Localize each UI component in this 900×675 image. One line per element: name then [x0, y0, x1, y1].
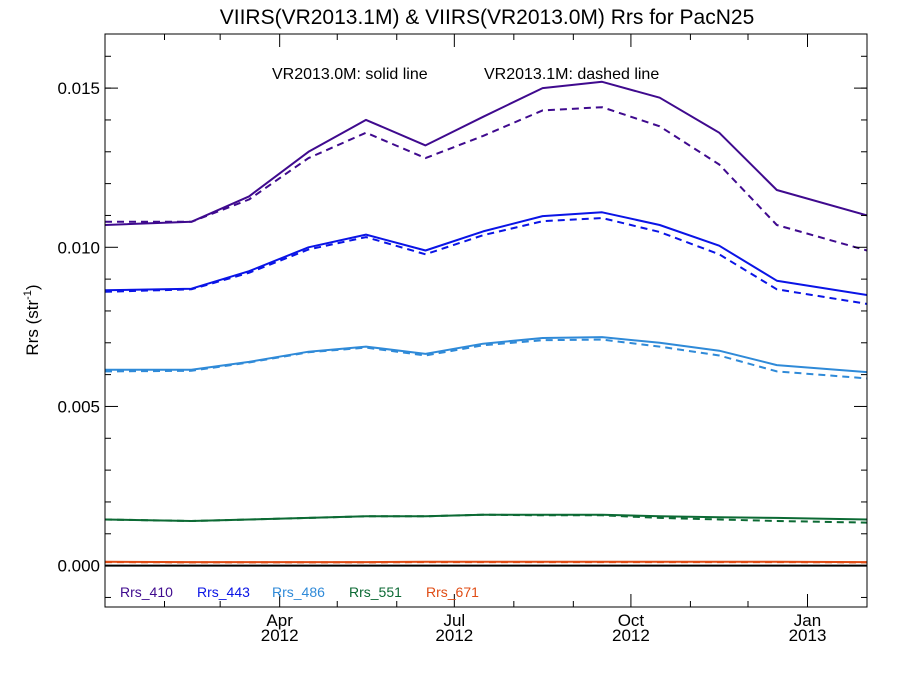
series-line-rrs-443-dashed: [105, 217, 867, 305]
chart-title: VIIRS(VR2013.1M) & VIIRS(VR2013.0M) Rrs …: [220, 6, 755, 29]
y-tick-label: 0.010: [57, 238, 100, 257]
y-tick-label: 0.005: [57, 397, 100, 416]
y-axis: 0.000 0.005 0.010 0.015: [57, 55, 867, 598]
y-axis-label-main: Rrs (str: [23, 300, 42, 356]
series-line-rrs-486-dashed: [105, 338, 867, 380]
series-layer: [105, 80, 867, 564]
plot-frame: [104, 33, 868, 608]
series-line-rrs-410-dashed: [105, 106, 867, 252]
legend: Rrs_410 Rrs_443 Rrs_486 Rrs_551 Rrs_671: [120, 584, 479, 600]
x-tick-label-year: 2013: [789, 626, 827, 645]
y-tick-label: 0.000: [57, 557, 100, 576]
legend-entry: Rrs_410: [120, 584, 173, 600]
x-tick-label-month: Jul: [443, 611, 465, 630]
annotation-dashed: VR2013.1M: dashed line: [484, 66, 659, 83]
series-line-rrs-551-dashed: [105, 513, 867, 524]
legend-entry: Rrs_551: [349, 584, 402, 600]
y-axis-label-sup: -1: [22, 290, 34, 300]
legend-entry: Rrs_443: [197, 584, 250, 600]
x-tick-label-year: 2012: [261, 626, 299, 645]
x-tick-label-year: 2012: [435, 626, 473, 645]
y-axis-label-close: ): [23, 284, 42, 290]
annotation-solid: VR2013.0M: solid line: [272, 66, 428, 83]
legend-entry: Rrs_486: [272, 584, 325, 600]
series-line-rrs-443-solid: [105, 211, 867, 296]
x-tick-label-month: Oct: [618, 611, 645, 630]
x-tick-label-year: 2012: [612, 626, 650, 645]
x-tick-label-month: Jan: [794, 611, 821, 630]
y-tick-label: 0.015: [57, 79, 100, 98]
legend-entry: Rrs_671: [426, 584, 479, 600]
x-tick-label-month: Apr: [266, 611, 293, 630]
y-axis-label: Rrs (str-1): [22, 284, 42, 355]
series-line-rrs-410-solid: [105, 80, 867, 226]
